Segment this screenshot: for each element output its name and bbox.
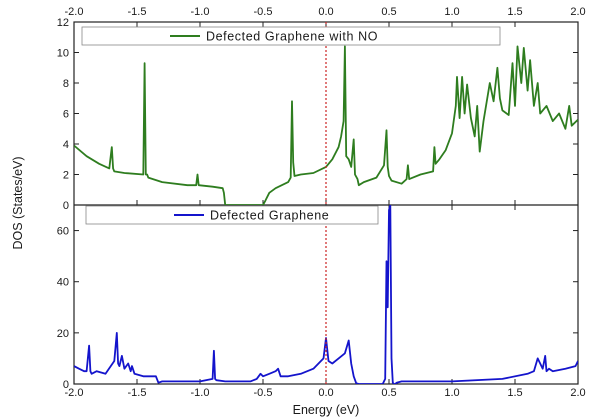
axis-ticks: -2.0 -1.5 -1.0 -0.5 0.0 0.5 1.0 1.5 2.0 -2.0 -1.5 -…	[57, 6, 586, 399]
y-tick-label: 4	[63, 139, 69, 151]
x-tick-label: -1.5	[128, 387, 147, 399]
x-tick-label: 1.0	[444, 387, 459, 399]
y-tick-label: 10	[57, 48, 69, 60]
y-tick-label: 8	[63, 78, 69, 90]
x-tick-label: 2.0	[570, 387, 585, 399]
legend-top: Defected Graphene with NO	[81, 26, 501, 46]
x-tick-label: -0.5	[254, 387, 273, 399]
x-tick-label-top: -2.0	[65, 6, 84, 18]
y-tick-label: 0	[63, 200, 69, 212]
legend-label: Defected Graphene	[210, 209, 329, 223]
x-tick-label-top: -1.5	[128, 6, 147, 18]
series-line-top	[74, 45, 578, 205]
series-line-bottom	[74, 205, 578, 384]
x-tick-label: -2.0	[65, 387, 84, 399]
x-tick-label: 1.5	[507, 387, 522, 399]
legends: Defected Graphene with NO Defected Graphe…	[81, 26, 501, 225]
y-tick-label: 2	[63, 170, 69, 182]
x-tick-label-top: 1.0	[444, 6, 459, 18]
legend-label: Defected Graphene with NO	[206, 30, 378, 44]
x-tick-label-top: 0.5	[381, 6, 396, 18]
x-tick-label-top: -0.5	[254, 6, 273, 18]
series-layer	[74, 45, 578, 384]
x-tick-label-top: 2.0	[570, 6, 585, 18]
y-tick-label: 12	[57, 17, 69, 29]
legend-bottom: Defected Graphene	[85, 205, 379, 225]
y-axis-label: DOS (States/eV)	[11, 156, 25, 249]
x-axis-label: Energy (eV)	[293, 403, 360, 417]
legend-box	[81, 26, 501, 46]
x-tick-label: 0.5	[381, 387, 396, 399]
y-tick-label: 60	[57, 226, 69, 238]
x-tick-label-top: 1.5	[507, 6, 522, 18]
x-tick-label-top: 0.0	[318, 6, 333, 18]
y-tick-label: 40	[57, 277, 69, 289]
x-tick-label-top: -1.0	[191, 6, 210, 18]
y-tick-label: 20	[57, 328, 69, 340]
x-tick-label: -1.0	[191, 387, 210, 399]
x-tick-label: 0.0	[318, 387, 333, 399]
y-tick-label: 6	[63, 109, 69, 121]
y-tick-label: 0	[63, 379, 69, 391]
legend-box	[85, 205, 379, 225]
